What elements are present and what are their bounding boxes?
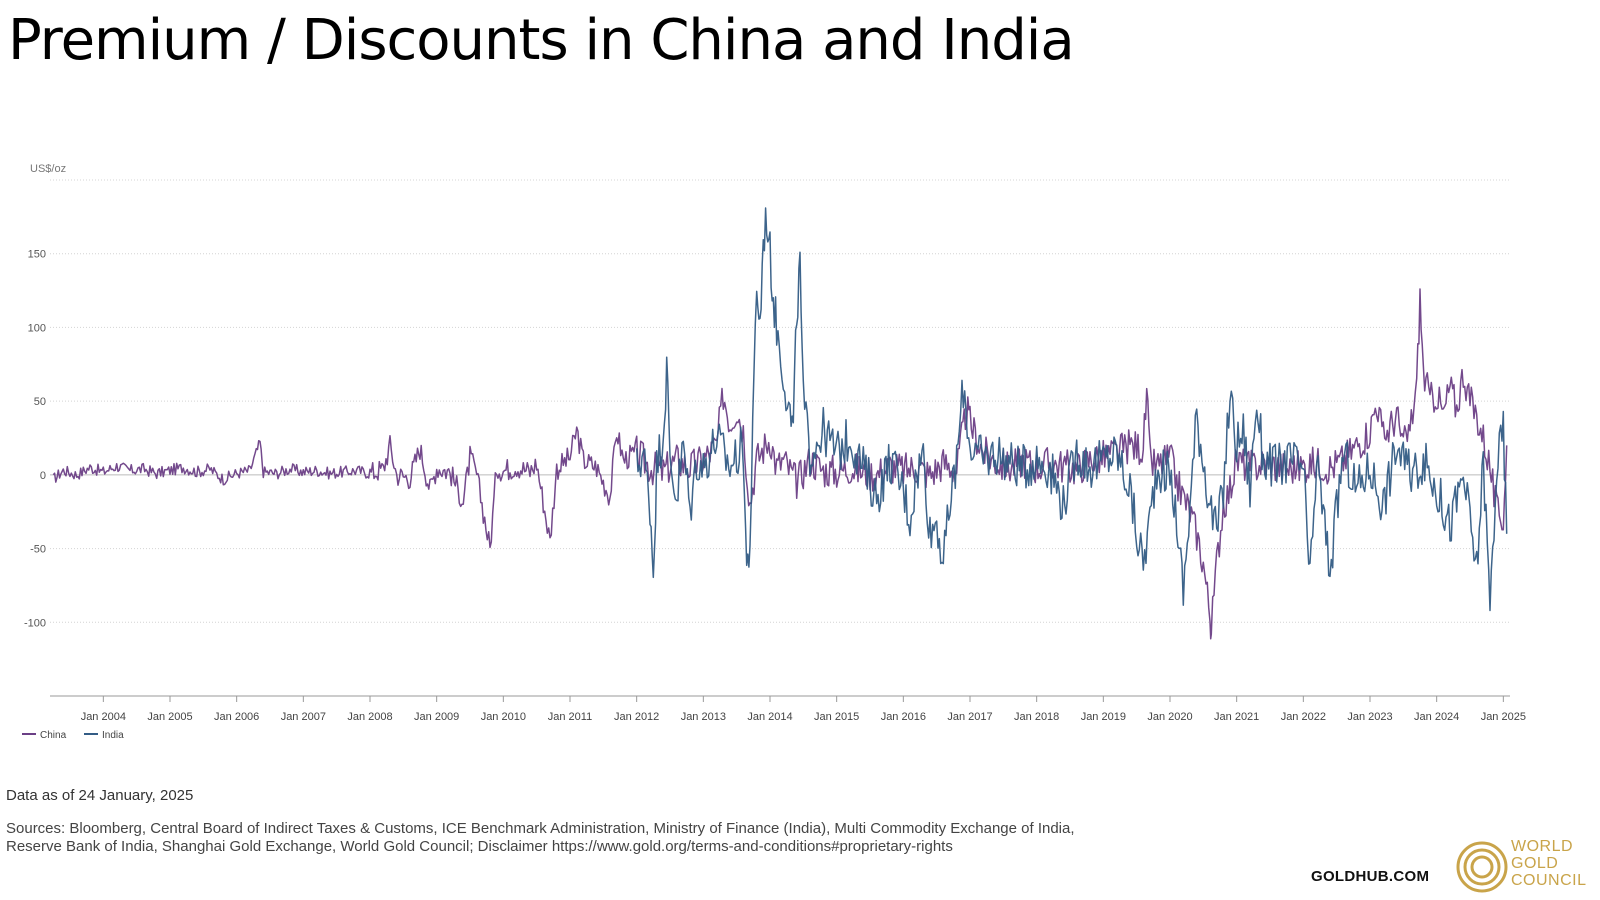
x-tick-label: Jan 2015 bbox=[814, 711, 859, 723]
y-tick-label: -50 bbox=[30, 544, 46, 556]
x-tick-label: Jan 2005 bbox=[147, 711, 192, 723]
x-tick-label: Jan 2012 bbox=[614, 711, 659, 723]
world-gold-council-logo: WORLD GOLD COUNCIL bbox=[1455, 838, 1595, 896]
x-tick-label: Jan 2004 bbox=[81, 711, 126, 723]
axes: -100 -50 0 50 100 150 US$/oz Jan 2004 Jan 2005 Ja… bbox=[24, 163, 1526, 723]
gold-rings-icon bbox=[1456, 841, 1508, 893]
x-tick-label: Jan 2007 bbox=[281, 711, 326, 723]
x-tick-label: Jan 2019 bbox=[1081, 711, 1126, 723]
series-lines bbox=[52, 207, 1508, 640]
x-tick-label: Jan 2006 bbox=[214, 711, 259, 723]
legend: China India bbox=[22, 730, 124, 741]
x-tick-label: Jan 2009 bbox=[414, 711, 459, 723]
x-tick-label: Jan 2016 bbox=[881, 711, 926, 723]
logo-wordmark: WORLD GOLD COUNCIL bbox=[1511, 838, 1587, 889]
logo-line-3: COUNCIL bbox=[1511, 872, 1587, 889]
x-tick-label: Jan 2013 bbox=[681, 711, 726, 723]
x-tick-label: Jan 2010 bbox=[481, 711, 526, 723]
goldhub-link[interactable]: GOLDHUB.COM bbox=[1311, 868, 1430, 885]
logo-line-2: GOLD bbox=[1511, 855, 1559, 872]
series-line-india bbox=[635, 207, 1508, 612]
legend-label: India bbox=[102, 730, 124, 741]
logo-line-1: WORLD bbox=[1511, 838, 1574, 855]
x-tick-label: Jan 2022 bbox=[1281, 711, 1326, 723]
sources-note: Sources: Bloomberg, Central Board of Ind… bbox=[6, 820, 1206, 856]
sources-line-1: Sources: Bloomberg, Central Board of Ind… bbox=[6, 820, 1075, 837]
y-axis-label: US$/oz bbox=[30, 163, 66, 175]
grid-lines bbox=[50, 179, 1510, 623]
x-tick-label: Jan 2011 bbox=[548, 711, 592, 723]
x-tick-label: Jan 2008 bbox=[347, 711, 392, 723]
x-tick-label: Jan 2021 bbox=[1214, 711, 1259, 723]
y-tick-label: -100 bbox=[24, 617, 46, 629]
page-title: Premium / Discounts in China and India bbox=[8, 8, 1075, 73]
x-tick-label: Jan 2017 bbox=[947, 711, 992, 723]
y-tick-label: 50 bbox=[34, 396, 46, 408]
y-tick-label: 100 bbox=[28, 322, 46, 334]
y-tick-label: 0 bbox=[40, 470, 46, 482]
series-line-china bbox=[52, 288, 1508, 640]
x-tick-label: Jan 2023 bbox=[1347, 711, 1392, 723]
data-as-of-note: Data as of 24 January, 2025 bbox=[6, 787, 194, 804]
x-tick-label: Jan 2024 bbox=[1414, 711, 1459, 723]
x-tick-label: Jan 2020 bbox=[1147, 711, 1192, 723]
x-tick-label: Jan 2014 bbox=[747, 711, 792, 723]
premium-discount-chart: -100 -50 0 50 100 150 US$/oz Jan 2004 Jan 2005 Ja… bbox=[22, 163, 1526, 741]
x-tick-label: Jan 2025 bbox=[1481, 711, 1526, 723]
x-tick-label: Jan 2018 bbox=[1014, 711, 1059, 723]
y-tick-label: 150 bbox=[28, 249, 46, 261]
sources-line-2: Reserve Bank of India, Shanghai Gold Exc… bbox=[6, 838, 953, 855]
legend-label: China bbox=[40, 730, 67, 741]
